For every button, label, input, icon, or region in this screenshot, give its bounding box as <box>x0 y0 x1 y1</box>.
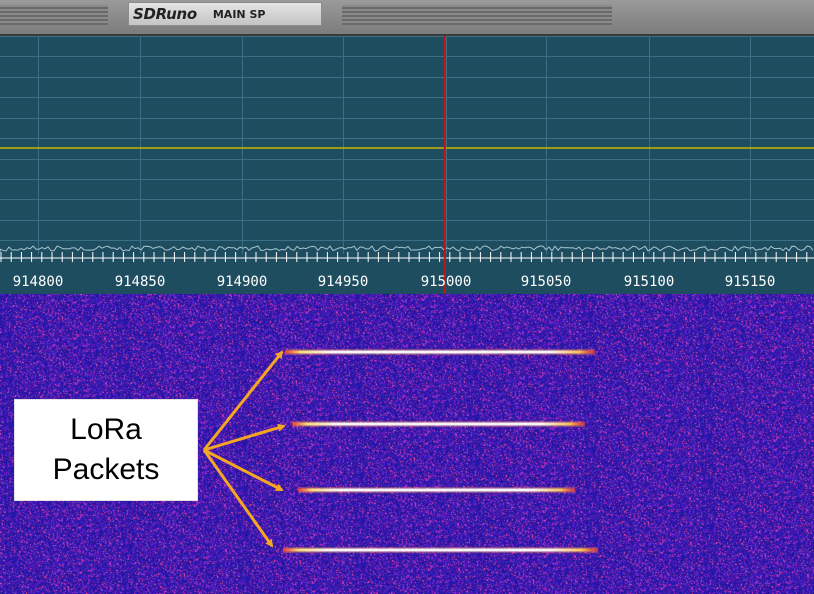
freq-label: 914950 <box>318 274 369 290</box>
app-name: SDRuno <box>133 5 197 23</box>
callout-line-1: LoRa <box>70 410 142 450</box>
frequency-scale[interactable] <box>0 246 814 262</box>
freq-label: 915000 <box>421 274 472 290</box>
title-panel[interactable]: SDRuno MAIN SP <box>128 2 322 26</box>
spectrum-grid <box>0 36 814 254</box>
left-drag-grip[interactable] <box>0 5 108 25</box>
right-drag-grip[interactable] <box>342 5 612 25</box>
window-title-bar[interactable]: SDRuno MAIN SP <box>0 0 814 36</box>
freq-label: 915150 <box>725 274 776 290</box>
callout-line-2: Packets <box>53 450 160 490</box>
window-name: MAIN SP <box>213 8 266 21</box>
freq-label: 914850 <box>115 274 166 290</box>
freq-label: 914800 <box>13 274 64 290</box>
noise-trace <box>0 246 813 252</box>
spectrum-display[interactable]: 914800 914850 914900 914950 915000 91505… <box>0 36 814 294</box>
frequency-labels: 914800 914850 914900 914950 915000 91505… <box>13 274 776 290</box>
spectrum-plot[interactable]: 914800 914850 914900 914950 915000 91505… <box>0 36 814 294</box>
freq-label: 914900 <box>217 274 268 290</box>
freq-label: 915100 <box>624 274 675 290</box>
annotation-callout: LoRa Packets <box>14 399 198 501</box>
freq-label: 915050 <box>521 274 572 290</box>
